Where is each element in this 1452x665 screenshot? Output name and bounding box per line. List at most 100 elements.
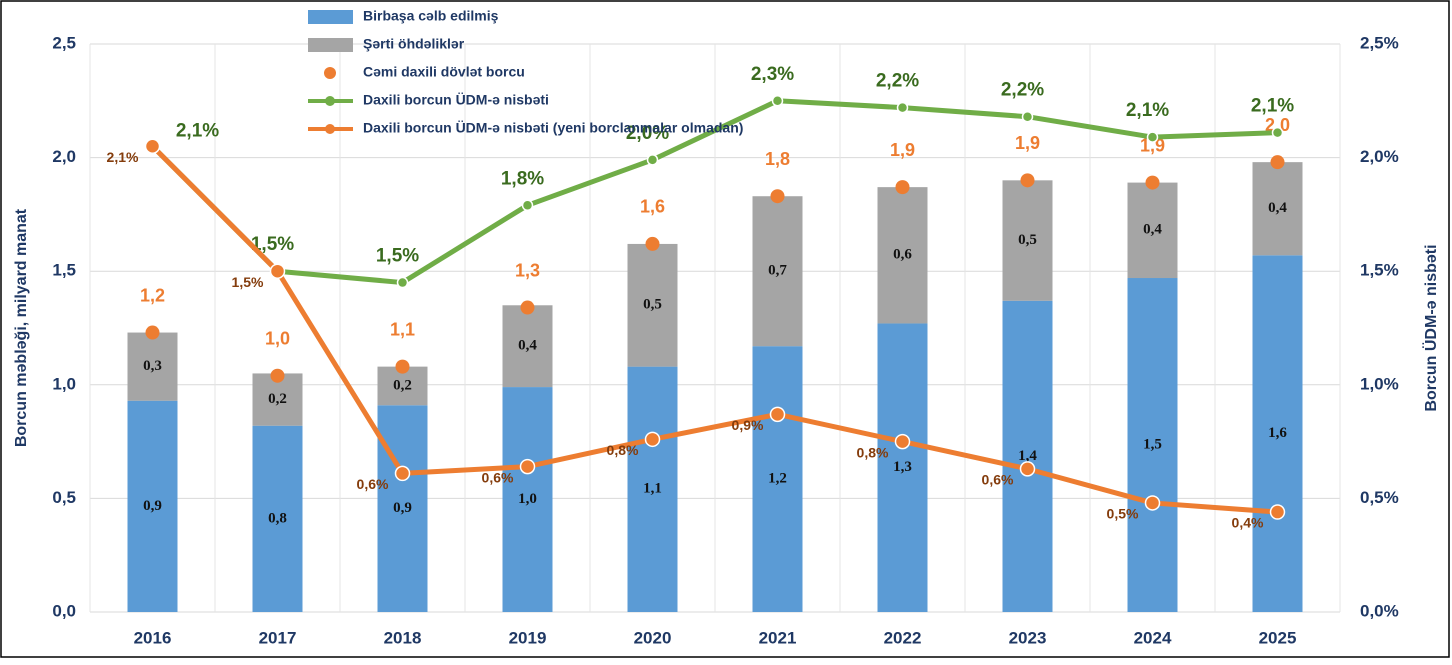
bar-label: 0,9: [143, 498, 162, 514]
line-marker: [896, 101, 909, 114]
bar: [1252, 162, 1303, 256]
bar-label: 1,0: [518, 491, 537, 507]
x-tick-label: 2022: [884, 628, 922, 647]
line-label: 0,6%: [482, 469, 514, 485]
bar: [627, 366, 678, 612]
x-tick-label: 2017: [259, 628, 297, 647]
line-marker: [521, 199, 534, 212]
bar: [502, 387, 553, 612]
line-label: 2,3%: [751, 64, 794, 85]
x-tick-label: 2019: [509, 628, 547, 647]
line-marker: [1021, 110, 1034, 123]
bar-label: 0,4: [1143, 222, 1162, 238]
line-marker: [144, 138, 161, 154]
line-label: 2,1%: [176, 120, 219, 141]
line-marker: [1144, 495, 1161, 511]
bar-label: 0,4: [518, 338, 537, 354]
y-tick-label: 0,0: [52, 601, 76, 620]
legend-label: Birbaşa cəlb edilmiş: [363, 8, 499, 24]
dot: [520, 300, 535, 315]
bar-label: 0,6: [893, 247, 912, 263]
bar: [1252, 255, 1303, 612]
line-label: 0,5%: [1107, 506, 1139, 522]
x-tick-label: 2020: [634, 628, 672, 647]
dot-label: 1,2: [140, 285, 165, 305]
bar-label: 1,1: [643, 481, 662, 497]
bar-label: 0,5: [1018, 232, 1037, 248]
dot: [1145, 175, 1160, 190]
bar: [1002, 180, 1053, 301]
bar: [502, 305, 553, 388]
dot: [1020, 173, 1035, 188]
bar-label: 1,3: [893, 459, 912, 475]
x-tick-label: 2024: [1134, 628, 1172, 647]
line-label: 0,4%: [1232, 515, 1264, 531]
line-marker: [394, 465, 411, 482]
legend-swatch: [325, 124, 335, 134]
line-marker: [769, 406, 786, 423]
legend-label: Şərti öhdəliklər: [363, 36, 465, 52]
y2-tick-label: 2,5%: [1360, 33, 1399, 52]
dot: [645, 236, 660, 251]
y-tick-label: 1,5: [52, 261, 76, 280]
legend-label: Daxili borcun ÜDM-ə nisbəti: [363, 92, 549, 108]
bar: [127, 332, 178, 401]
y-tick-label: 1,0: [52, 374, 76, 393]
bar-label: 0,4: [1268, 200, 1287, 216]
line-marker: [894, 433, 911, 450]
bar: [1002, 300, 1053, 612]
dot: [145, 325, 160, 340]
bar-label: 1,6: [1268, 425, 1287, 441]
legend-swatch: [325, 96, 335, 106]
dot-label: 1,8: [765, 149, 790, 169]
bar-label: 0,2: [268, 391, 287, 407]
line-label: 1,8%: [501, 168, 544, 189]
bar: [877, 323, 928, 612]
dot-label: 1,3: [515, 260, 540, 280]
x-tick-label: 2021: [759, 628, 797, 647]
bar-label: 1,2: [768, 471, 787, 487]
line-label: 0,6%: [357, 476, 389, 492]
bar-label: 1,4: [1018, 448, 1037, 464]
bar-label: 0,2: [393, 377, 412, 393]
bar-label: 0,8: [268, 510, 287, 526]
y2-tick-label: 1,0%: [1360, 374, 1399, 393]
y2-tick-label: 0,5%: [1360, 488, 1399, 507]
bar: [1127, 278, 1178, 612]
line: [150, 144, 1278, 515]
dot-label: 1,9: [1140, 135, 1165, 155]
line-label: 0,8%: [607, 442, 639, 458]
y-tick-label: 2,0: [52, 147, 76, 166]
line-label: 2,1%: [107, 149, 139, 165]
y2-tick-label: 2,0%: [1360, 147, 1399, 166]
dot-label: 1,1: [390, 319, 415, 339]
line-label: 2,1%: [1126, 100, 1169, 121]
bar: [252, 425, 303, 612]
line-label: 0,8%: [857, 444, 889, 460]
line-marker: [771, 95, 784, 107]
bar-label: 0,5: [643, 297, 662, 313]
dot-label: 1,6: [640, 197, 665, 217]
legend-label: Daxili borcun ÜDM-ə nisbəti (yeni borcla…: [363, 120, 743, 136]
bar: [377, 405, 428, 612]
bar: [1127, 182, 1178, 279]
line-marker: [1019, 461, 1036, 477]
line-label: 1,5%: [251, 234, 294, 255]
dot: [1270, 155, 1285, 170]
x-tick-label: 2016: [134, 628, 172, 647]
bar-label: 0,7: [768, 263, 787, 279]
line-label: 1,5%: [232, 274, 264, 290]
line-marker: [1269, 504, 1286, 520]
line-label: 0,6%: [982, 472, 1014, 488]
y2-tick-label: 1,5%: [1360, 261, 1399, 280]
legend-label: Cəmi daxili dövlət borcu: [363, 64, 525, 80]
dot: [770, 189, 785, 204]
dot-label: 1,0: [265, 328, 290, 348]
line-marker: [1271, 126, 1284, 139]
legend-swatch: [324, 67, 336, 79]
line-marker: [644, 431, 661, 448]
line-marker: [1146, 131, 1159, 143]
legend-swatch: [308, 38, 353, 52]
